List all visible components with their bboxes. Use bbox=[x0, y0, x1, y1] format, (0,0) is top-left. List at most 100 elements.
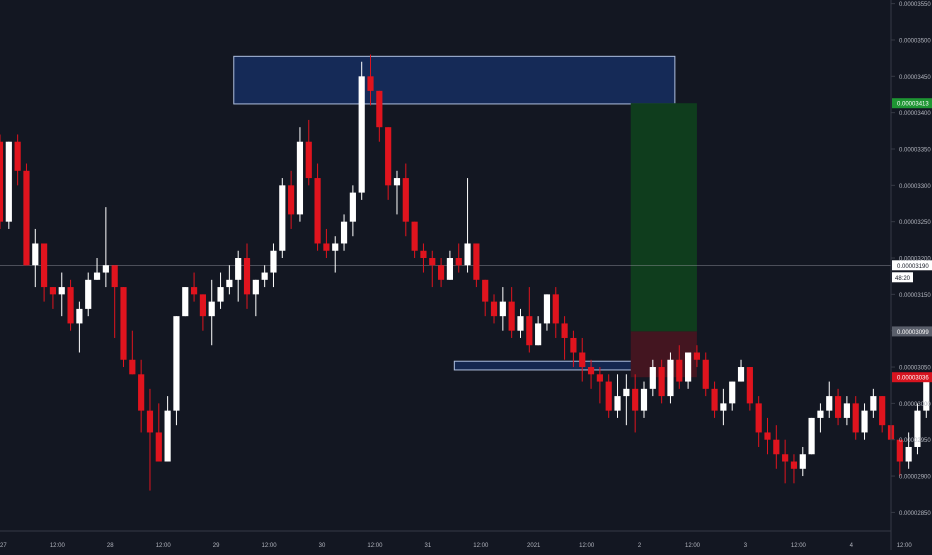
x-tick-label: 2 bbox=[638, 543, 642, 549]
candle-body bbox=[561, 323, 568, 338]
candle-body bbox=[614, 396, 621, 411]
candle-body bbox=[102, 265, 109, 273]
x-tick-label: 30 bbox=[319, 543, 326, 549]
candle-body bbox=[746, 367, 753, 404]
candle-body bbox=[67, 287, 74, 324]
candle-body bbox=[658, 367, 665, 397]
countdown-label: 48:20 bbox=[895, 276, 911, 282]
candle-body bbox=[640, 388, 648, 411]
candle-body bbox=[508, 301, 515, 331]
candle-body bbox=[111, 265, 118, 288]
y-tick-label: 0.00003550 bbox=[899, 2, 931, 8]
candle-body bbox=[526, 316, 533, 346]
stop-price-tag bbox=[892, 372, 932, 383]
candle-body bbox=[861, 410, 868, 433]
candle-body bbox=[720, 403, 727, 411]
candle-body bbox=[808, 417, 815, 455]
candle-body bbox=[817, 410, 824, 418]
y-tick-label: 0.00003450 bbox=[899, 75, 931, 81]
candle-body bbox=[376, 90, 383, 128]
candle-body bbox=[385, 127, 392, 186]
y-tick-label: 0.00003000 bbox=[899, 402, 931, 408]
candle-body bbox=[252, 279, 259, 295]
supply-zone[interactable] bbox=[233, 55, 676, 105]
price-tags: 0.00003413 0.00003190 48:20 0.00003099 0… bbox=[892, 98, 932, 383]
candle-body bbox=[649, 367, 656, 389]
candle-body bbox=[446, 258, 453, 280]
candle-body bbox=[164, 410, 171, 462]
x-tick-label: 12:00 bbox=[897, 543, 913, 549]
y-tick-label: 0.00002850 bbox=[899, 511, 931, 517]
candle-body bbox=[32, 243, 39, 266]
candle-body bbox=[429, 258, 436, 266]
candle-body bbox=[834, 396, 842, 418]
candle-body bbox=[852, 403, 859, 433]
candle-body bbox=[199, 294, 206, 317]
candle-body bbox=[420, 250, 427, 259]
candle-body bbox=[411, 221, 418, 251]
x-tick-label: 29 bbox=[213, 543, 220, 549]
candle-body bbox=[914, 410, 921, 447]
candle-body bbox=[138, 374, 145, 411]
candle-body bbox=[755, 403, 762, 433]
candle-body bbox=[535, 323, 542, 346]
candle-body bbox=[517, 316, 524, 331]
candle-body bbox=[676, 359, 683, 382]
x-tick-label: 4 bbox=[850, 543, 854, 549]
candle-body bbox=[217, 287, 224, 302]
entry-price-label: 0.00003099 bbox=[897, 330, 929, 336]
current-price-tag bbox=[892, 260, 932, 271]
candle-body bbox=[323, 243, 330, 251]
x-tick-label: 12:00 bbox=[791, 543, 807, 549]
candle-body bbox=[737, 367, 745, 382]
price-axis[interactable]: 0.00003550 0.00003500 0.00003450 0.00003400… bbox=[891, 2, 931, 517]
candle-body bbox=[85, 279, 92, 309]
candle-body bbox=[367, 76, 374, 91]
time-axis[interactable]: 27 12:00 28 12:00 29 12:00 30 12:00 31 12:00 2021 1… bbox=[0, 543, 912, 549]
y-tick-label: 0.00002950 bbox=[899, 438, 931, 444]
stop-price-label: 0.00003036 bbox=[897, 376, 929, 382]
candle-body bbox=[0, 141, 4, 222]
candle-body bbox=[146, 410, 154, 433]
candle-body bbox=[393, 178, 401, 186]
candle-body bbox=[799, 454, 806, 469]
candle-body bbox=[296, 141, 304, 215]
candle-body bbox=[49, 287, 57, 295]
target-zone[interactable] bbox=[630, 103, 697, 332]
candle-body bbox=[896, 439, 903, 462]
candle-body bbox=[482, 279, 489, 302]
candle-body bbox=[490, 301, 498, 317]
candle-body bbox=[843, 403, 850, 418]
candle-body bbox=[279, 185, 286, 251]
target-price-tag bbox=[892, 98, 932, 109]
y-tick-label: 0.00003050 bbox=[899, 366, 931, 372]
candle-body bbox=[58, 287, 65, 295]
candle-body bbox=[667, 359, 674, 397]
candle-body bbox=[826, 396, 833, 411]
y-tick-label: 0.00003250 bbox=[899, 220, 931, 226]
candle-body bbox=[605, 381, 612, 411]
candle-body bbox=[305, 141, 312, 179]
x-tick-label: 2021 bbox=[527, 543, 541, 549]
candle-body bbox=[773, 439, 780, 455]
candles-layer bbox=[0, 54, 930, 491]
candle-body bbox=[120, 287, 127, 360]
x-tick-label: 31 bbox=[425, 543, 432, 549]
y-tick-label: 0.00003350 bbox=[899, 147, 931, 153]
x-tick-label: 12:00 bbox=[685, 543, 701, 549]
candle-body bbox=[155, 432, 162, 462]
candle-body bbox=[632, 388, 639, 411]
x-tick-label: 12:00 bbox=[579, 543, 595, 549]
current-price-label: 0.00003190 bbox=[897, 264, 929, 270]
candle-body bbox=[438, 265, 445, 280]
x-tick-label: 12:00 bbox=[156, 543, 172, 549]
x-tick-label: 12:00 bbox=[367, 543, 383, 549]
candle-body bbox=[261, 272, 268, 280]
candle-body bbox=[782, 454, 789, 462]
candle-body bbox=[5, 141, 12, 222]
candle-body bbox=[499, 301, 506, 317]
candle-body bbox=[270, 250, 277, 273]
candle-body bbox=[579, 352, 586, 368]
